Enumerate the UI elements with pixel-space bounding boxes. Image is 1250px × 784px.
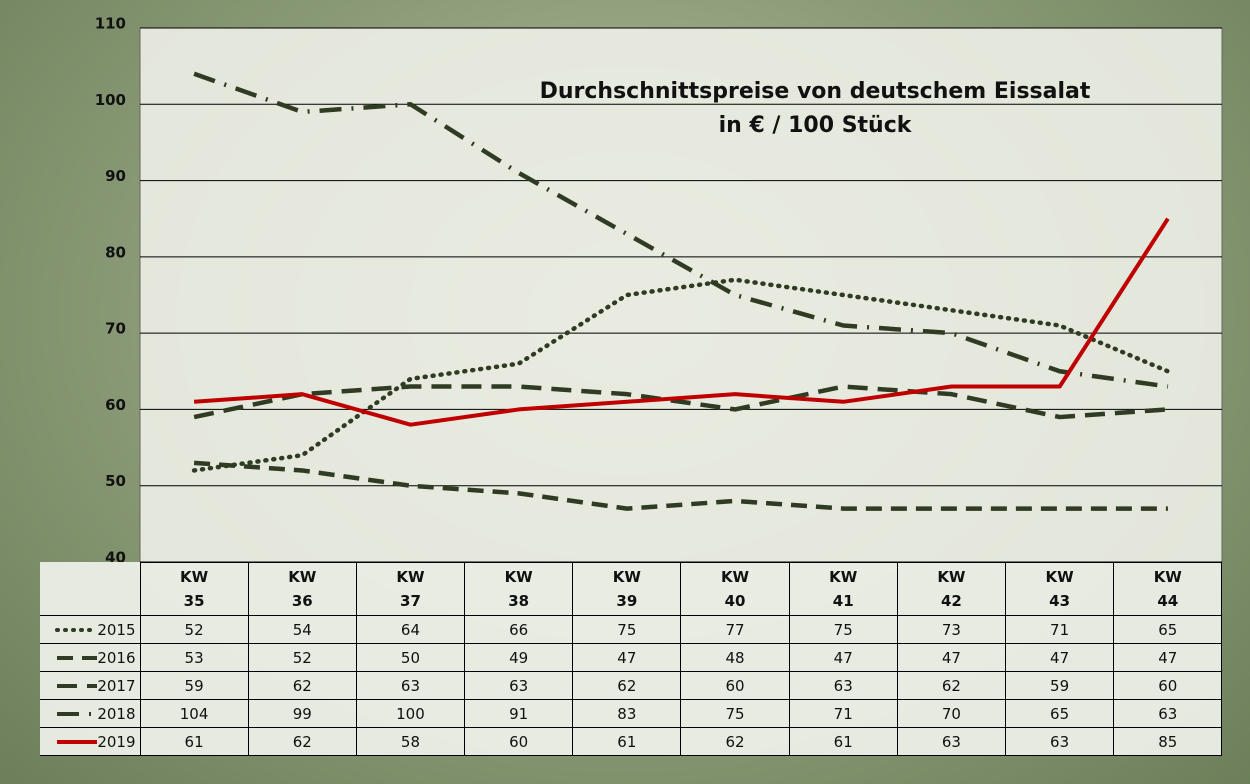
x-tick-label: KW 36 [248,563,356,616]
x-tick-label: KW 40 [681,563,789,616]
table-value: 48 [681,644,789,672]
table-value: 63 [789,672,897,700]
table-value: 77 [681,616,789,644]
legend-entry: 2015 [40,616,140,644]
table-value: 62 [681,728,789,756]
legend-label: 2019 [97,733,135,751]
x-tick-label: KW 38 [465,563,573,616]
table-value: 65 [1006,700,1114,728]
table-value: 83 [573,700,681,728]
legend-entry: 2016 [40,644,140,672]
x-tick-label: KW 35 [140,563,248,616]
table-value: 62 [573,672,681,700]
x-tick-label: KW 37 [356,563,464,616]
legend-swatch [55,708,97,720]
legend-label: 2018 [97,705,135,723]
x-tick-label: KW 43 [1006,563,1114,616]
chart-subtitle: in € / 100 Stück [719,113,913,138]
table-value: 71 [1006,616,1114,644]
table-value: 63 [1114,700,1222,728]
table-value: 47 [897,644,1005,672]
table-value: 63 [897,728,1005,756]
table-value: 47 [1114,644,1222,672]
legend-swatch [55,624,97,636]
legend-label: 2017 [97,677,135,695]
x-tick-label: KW 44 [1114,563,1222,616]
page: Durchschnittspreise von deutschem Eissal… [0,0,1250,784]
table-value: 63 [356,672,464,700]
table-value: 75 [789,616,897,644]
table-value: 60 [465,728,573,756]
table-value: 64 [356,616,464,644]
y-tick-label: 90 [105,167,126,185]
table-value: 47 [1006,644,1114,672]
x-tick-label: KW 39 [573,563,681,616]
legend-entry: 2019 [40,728,140,756]
table-value: 75 [573,616,681,644]
table-value: 60 [681,672,789,700]
y-tick-label: 100 [95,91,126,109]
y-tick-label: 60 [105,396,126,414]
table-value: 100 [356,700,464,728]
table-value: 61 [573,728,681,756]
table-value: 47 [789,644,897,672]
table-value: 70 [897,700,1005,728]
y-tick-label: 110 [95,15,126,33]
table-value: 47 [573,644,681,672]
plot-area [140,28,1222,562]
table-value: 62 [897,672,1005,700]
table-value: 104 [140,700,248,728]
table-value: 54 [248,616,356,644]
legend-swatch [55,652,97,664]
table-value: 50 [356,644,464,672]
x-tick-label: KW 41 [789,563,897,616]
table-value: 59 [140,672,248,700]
table-value: 49 [465,644,573,672]
table-value: 66 [465,616,573,644]
table-value: 62 [248,728,356,756]
table-value: 73 [897,616,1005,644]
table-value: 52 [248,644,356,672]
table-value: 71 [789,700,897,728]
corner [40,563,140,616]
legend-swatch [55,680,97,692]
table-value: 65 [1114,616,1222,644]
table-value: 59 [1006,672,1114,700]
y-tick-label: 70 [105,320,126,338]
table-value: 99 [248,700,356,728]
table-value: 85 [1114,728,1222,756]
table-value: 91 [465,700,573,728]
legend-swatch [55,736,97,748]
x-tick-label: KW 42 [897,563,1005,616]
table-value: 62 [248,672,356,700]
legend-label: 2015 [97,621,135,639]
legend-entry: 2018 [40,700,140,728]
table-value: 58 [356,728,464,756]
table-value: 60 [1114,672,1222,700]
table-value: 63 [1006,728,1114,756]
table-value: 52 [140,616,248,644]
table-value: 53 [140,644,248,672]
table-value: 61 [140,728,248,756]
legend-entry: 2017 [40,672,140,700]
y-tick-label: 80 [105,243,126,261]
table-value: 63 [465,672,573,700]
legend-label: 2016 [97,649,135,667]
chart-title: Durchschnittspreise von deutschem Eissal… [540,79,1091,104]
y-tick-label: 50 [105,472,126,490]
table-value: 75 [681,700,789,728]
table-value: 61 [789,728,897,756]
